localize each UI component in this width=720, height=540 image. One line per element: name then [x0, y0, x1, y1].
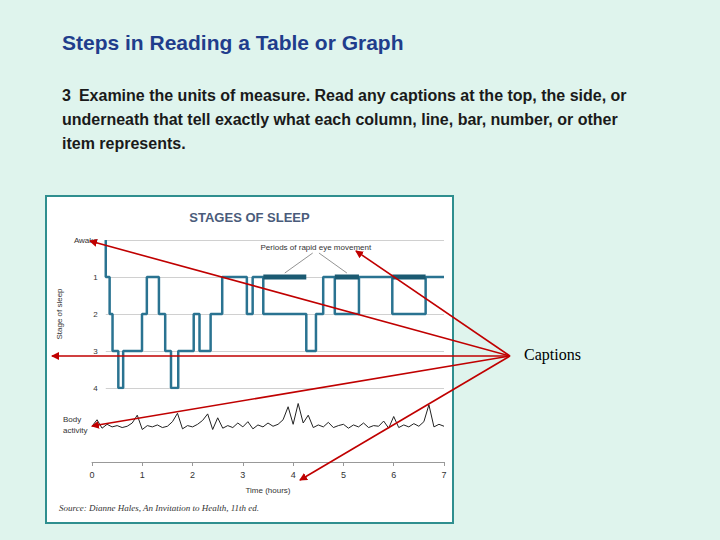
html-text:3: 3	[62, 87, 71, 104]
svg-text:7: 7	[441, 470, 446, 480]
svg-text:2: 2	[190, 470, 195, 480]
svg-text:Awake: Awake	[74, 236, 98, 245]
svg-text:Body: Body	[63, 415, 81, 424]
html-text:Steps in Reading a Table or Gr: Steps in Reading a Table or Graph	[62, 31, 404, 54]
svg-text:STAGES OF SLEEP: STAGES OF SLEEP	[189, 210, 310, 225]
svg-text:Time (hours): Time (hours)	[245, 486, 290, 495]
svg-text:5: 5	[341, 470, 346, 480]
svg-text:1: 1	[140, 470, 145, 480]
svg-text:2: 2	[93, 310, 98, 319]
svg-text:activity: activity	[63, 426, 87, 435]
svg-text:Periods of rapid eye movement: Periods of rapid eye movement	[260, 243, 372, 252]
svg-text:0: 0	[89, 470, 94, 480]
html-text:Examine the units of measure.: Examine the units of measure. Read any c…	[62, 87, 627, 152]
svg-text:6: 6	[391, 470, 396, 480]
html-text:Captions: Captions	[524, 346, 581, 363]
svg-text:3: 3	[240, 470, 245, 480]
svg-text:1: 1	[93, 273, 98, 282]
svg-text:Source: Dianne Hales, An Invit: Source: Dianne Hales, An Invitation to H…	[59, 503, 259, 513]
svg-text:3: 3	[93, 347, 98, 356]
svg-text:4: 4	[291, 470, 296, 480]
svg-text:Stage of sleep: Stage of sleep	[55, 288, 64, 340]
svg-text:4: 4	[93, 384, 98, 393]
